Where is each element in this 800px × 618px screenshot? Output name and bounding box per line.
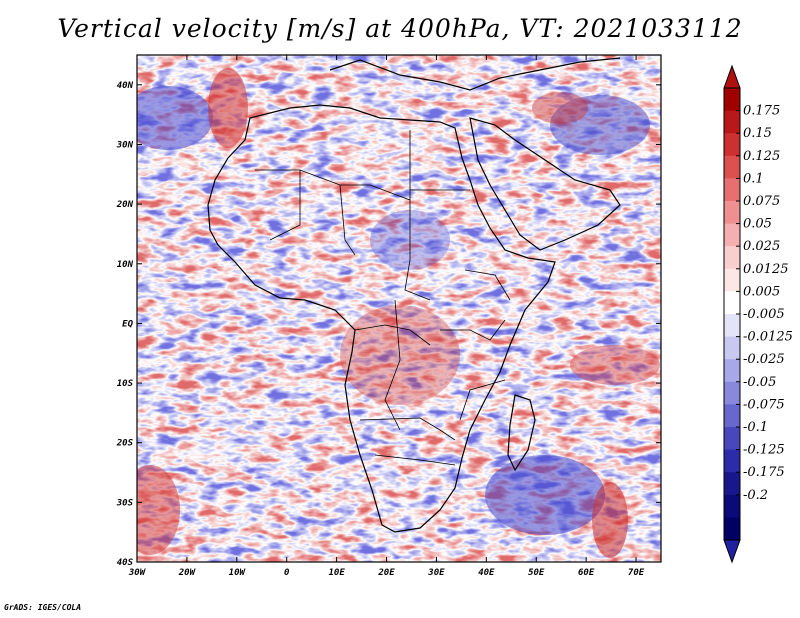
- colorbar-swatch: [724, 314, 740, 338]
- map-frame: [136, 54, 662, 563]
- colorbar-swatch: [724, 133, 740, 157]
- lat-tick-label: 10S: [117, 379, 134, 389]
- latitude-axis: 40N 30N 20N 10N EQ 10S 20S 30S 40S: [116, 81, 661, 568]
- colorbar-label: -0.175: [743, 465, 785, 480]
- colorbar-swatch: [724, 155, 740, 179]
- colorbar-swatch: [724, 291, 740, 315]
- colorbar-label: 0.15: [743, 126, 772, 141]
- lon-tick-label: 10W: [229, 568, 247, 578]
- colorbar-label: -0.025: [743, 352, 785, 367]
- lon-tick-label: 60E: [578, 568, 595, 578]
- lon-tick-label: 20E: [377, 568, 395, 578]
- lat-tick-label: 20N: [116, 200, 134, 210]
- colorbar-label: 0.075: [743, 194, 780, 209]
- colorbar-label: -0.125: [743, 443, 785, 458]
- colorbar-swatch: [724, 178, 740, 202]
- lat-tick-label: 30S: [116, 498, 134, 508]
- grads-credit: GrADS: IGES/COLA: [4, 603, 82, 612]
- colorbar-bottom-arrow: [723, 539, 741, 564]
- colorbar-swatch: [724, 88, 740, 112]
- lon-tick-label: 40E: [478, 568, 495, 578]
- colorbar-swatch: [724, 110, 740, 134]
- lon-tick-label: 0: [284, 568, 290, 578]
- colorbar-label: 0.1: [743, 171, 764, 186]
- lat-tick-label: EQ: [122, 319, 133, 329]
- colorbar-label: -0.0125: [743, 330, 793, 345]
- lon-tick-label: 30E: [427, 568, 445, 578]
- lat-tick-label: 20S: [116, 439, 134, 449]
- colorbar-top-arrow: [723, 64, 741, 89]
- colorbar-swatch: [724, 494, 740, 518]
- lon-tick-label: 30W: [128, 568, 147, 578]
- lat-tick-label: 30N: [116, 140, 134, 150]
- velocity-field: [137, 55, 661, 562]
- colorbar-swatch: [724, 404, 740, 428]
- colorbar-swatch: [724, 359, 740, 383]
- colorbar-swatch: [724, 449, 740, 473]
- colorbar-swatch: [724, 268, 740, 292]
- colorbar-swatch: [724, 381, 740, 405]
- lat-tick-label: 40S: [117, 558, 134, 568]
- colorbar-label: 0.0125: [743, 262, 789, 277]
- colorbar-label: 0.025: [743, 239, 780, 254]
- lon-tick-label: 20W: [178, 568, 197, 578]
- coastlines: [207, 57, 621, 533]
- colorbar-swatch: [724, 246, 740, 270]
- colorbar-label: -0.05: [743, 375, 776, 390]
- longitude-axis: 30W 20W 10W 0 10E 20E 30E 40E 50E 60E 70E: [128, 55, 645, 578]
- colorbar-label: -0.075: [743, 397, 785, 412]
- colorbar-label: -0.005: [743, 307, 785, 322]
- country-borders: [255, 130, 511, 466]
- colorbar-label: -0.2: [743, 488, 768, 503]
- colorbar-swatch: [724, 223, 740, 247]
- lon-tick-label: 10E: [328, 568, 345, 578]
- lon-tick-label: 50E: [528, 568, 545, 578]
- lon-tick-label: 70E: [628, 568, 645, 578]
- colorbar: 0.175 0.15 0.125 0.1 0.075 0.05 0.025 0.0125 0.0…: [723, 64, 793, 564]
- colorbar-label: -0.1: [743, 420, 768, 435]
- colorbar-swatch: [724, 336, 740, 360]
- colorbar-swatch: [724, 517, 740, 541]
- lat-tick-label: 10N: [117, 260, 134, 270]
- lat-tick-label: 40N: [117, 81, 134, 91]
- colorbar-label: 0.005: [743, 284, 780, 299]
- colorbar-swatch: [724, 201, 740, 225]
- colorbar-swatch: [724, 472, 740, 496]
- colorbar-label: 0.05: [743, 217, 772, 232]
- colorbar-label: 0.125: [743, 149, 780, 164]
- colorbar-label: 0.175: [743, 104, 780, 119]
- colorbar-swatch: [724, 427, 740, 451]
- map-title: Vertical velocity [m/s] at 400hPa, VT: 2…: [57, 14, 743, 43]
